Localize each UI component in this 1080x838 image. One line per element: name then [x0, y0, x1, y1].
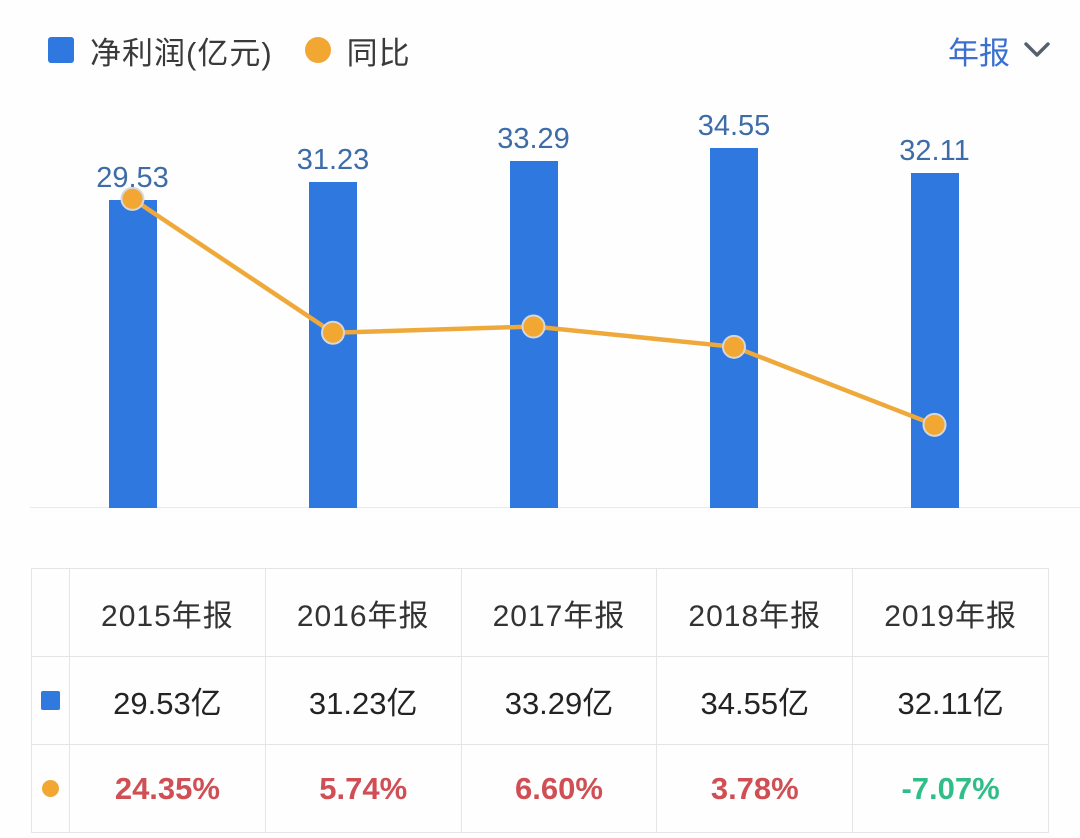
net-profit-cell: 34.55亿	[656, 656, 854, 745]
yoy-row: 24.35% 5.74% 6.60% 3.78% -7.07%	[31, 744, 1049, 833]
yoy-cell: 24.35%	[69, 744, 266, 833]
yoy-data-point	[922, 412, 947, 437]
bar-value-label: 33.29	[497, 123, 570, 155]
net-profit-bar	[309, 182, 357, 508]
yoy-dot-icon	[42, 780, 59, 797]
header-cell: 2017年报	[460, 568, 658, 657]
table-header-row: 2015年报 2016年报 2017年报 2018年报 2019年报	[31, 568, 1049, 657]
yoy-data-point	[120, 186, 145, 211]
net-profit-legend-swatch-icon	[48, 37, 74, 63]
report-period-selector[interactable]: 年报	[948, 28, 1050, 73]
net-profit-row: 29.53亿 31.23亿 33.29亿 34.55亿 32.11亿	[31, 656, 1049, 745]
net-profit-marker-cell	[31, 656, 70, 745]
header-cell: 2018年报	[656, 568, 854, 657]
bar-value-label: 34.55	[697, 110, 771, 142]
net-profit-cell: 31.23亿	[264, 656, 462, 745]
yoy-cell: 3.78%	[656, 744, 854, 833]
net-profit-cell: 29.53亿	[69, 656, 266, 745]
yoy-line-layer	[120, 186, 947, 437]
yoy-data-point	[321, 320, 345, 345]
net-profit-legend-label: 净利润(亿元)	[90, 35, 273, 71]
header-cell: 2019年报	[852, 568, 1049, 657]
bar-value-label: 31.23	[296, 144, 370, 176]
profit-yoy-chart: 29.53 31.23 33.29 34.55 32.11	[30, 110, 1080, 508]
header-cell: 2016年报	[264, 568, 462, 657]
financials-table-wrap: 2015年报 2016年报 2017年报 2018年报 2019年报 29.53…	[31, 568, 1049, 833]
net-profit-cell: 33.29亿	[460, 656, 658, 745]
yoy-legend-dot-icon	[304, 37, 331, 63]
bar-value-label: 29.53	[96, 162, 169, 194]
bar-value-label: 32.11	[899, 135, 970, 167]
yoy-cell: 6.60%	[460, 744, 658, 833]
chevron-down-icon	[1024, 42, 1050, 57]
report-period-label: 年报	[948, 35, 1010, 71]
financials-table: 2015年报 2016年报 2017年报 2018年报 2019年报 29.53…	[31, 568, 1049, 833]
chart-header: 净利润(亿元) 同比 年报	[48, 28, 1050, 72]
net-profit-bar	[108, 200, 157, 508]
chart-legend: 净利润(亿元) 同比	[48, 28, 411, 73]
yoy-marker-cell	[31, 744, 70, 833]
yoy-line	[131, 197, 936, 427]
yoy-legend-label: 同比	[346, 35, 411, 71]
header-marker-cell	[31, 568, 70, 657]
net-profit-bar	[910, 173, 959, 508]
yoy-cell: 5.74%	[264, 744, 462, 833]
net-profit-bar	[710, 148, 758, 508]
net-profit-swatch-icon	[41, 691, 60, 710]
yoy-data-point	[521, 314, 546, 339]
yoy-data-point	[722, 334, 746, 359]
header-cell: 2015年报	[69, 568, 266, 657]
net-profit-cell: 32.11亿	[852, 656, 1049, 745]
yoy-cell: -7.07%	[852, 744, 1049, 833]
